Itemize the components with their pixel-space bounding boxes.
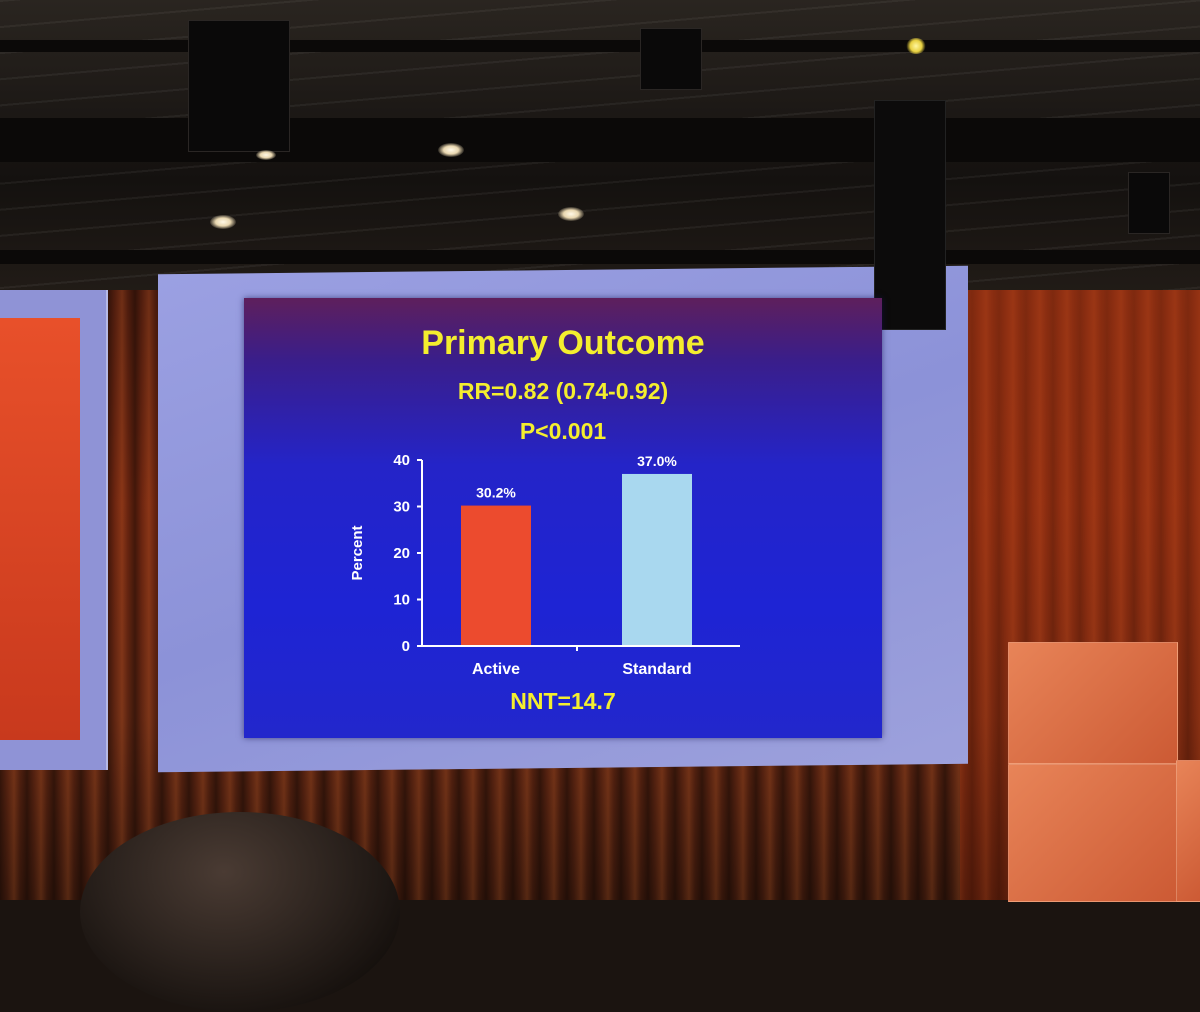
stage-cube: [1176, 760, 1200, 902]
ceiling-light: [438, 143, 464, 157]
slide-title: Primary Outcome: [421, 324, 705, 362]
y-tick-label: 40: [393, 452, 410, 469]
presentation-slide: Primary Outcome RR=0.82 (0.74-0.92) P<0.…: [244, 298, 882, 738]
relative-risk-text: RR=0.82 (0.74-0.92): [457, 378, 669, 404]
ceiling-truss: [0, 250, 1200, 264]
p-value-text: P<0.001: [519, 418, 607, 444]
projector: [1128, 172, 1170, 234]
ceiling-light: [906, 38, 926, 54]
projector: [640, 28, 702, 90]
category-label-standard: Standard: [622, 661, 691, 678]
nnt-text: NNT=14.7: [510, 688, 616, 714]
side-screen-slide: [0, 318, 80, 740]
y-tick-label: 0: [402, 638, 410, 655]
ceiling-light: [210, 215, 236, 229]
bar-standard: [622, 473, 692, 646]
y-tick-label: 30: [393, 499, 410, 516]
y-tick-label: 10: [393, 592, 410, 609]
audience-head: [80, 812, 400, 1012]
bar-active: [461, 505, 531, 646]
ceiling-truss: [0, 118, 1200, 162]
y-axis-label: Percent: [349, 525, 366, 580]
ceiling-light: [558, 207, 584, 221]
projector: [188, 20, 290, 152]
y-tick-label: 20: [393, 545, 410, 562]
ceiling-light: [256, 150, 276, 160]
data-label-active: 30.2%: [476, 485, 516, 501]
stage-cube: [1008, 642, 1178, 764]
stage-cube: [1008, 764, 1178, 902]
data-label-standard: 37.0%: [637, 453, 677, 469]
ceiling-truss: [0, 40, 1200, 52]
category-label-active: Active: [472, 661, 520, 678]
bar-chart: 0 10 20 30 40 30.2% Active 37.0% Standard Perce…: [349, 452, 740, 678]
hanging-speaker: [874, 100, 946, 330]
